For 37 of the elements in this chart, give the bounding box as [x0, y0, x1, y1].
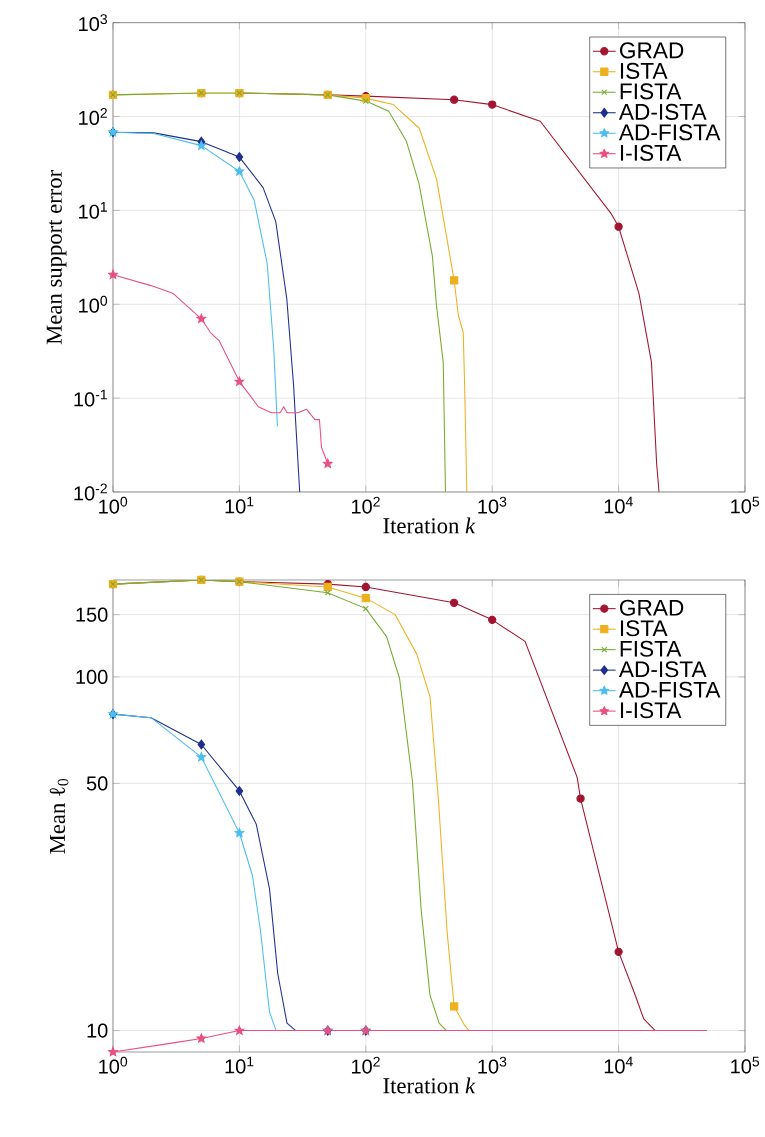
x-tick-label: 10$^{2}$ [352, 1056, 380, 1074]
x-tick-label: 10$^{5}$ [731, 496, 760, 514]
legend-label: GRAD [620, 599, 684, 616]
legend-label: AD-ISTA [619, 661, 707, 678]
legend-label: FISTA [620, 83, 682, 100]
y-axis-title: Mean ℓ$_{0}$ [49, 778, 69, 854]
x-tick-label: 10$^{4}$ [604, 496, 633, 514]
legend-label: I-ISTA [621, 702, 682, 719]
x-tick-label: 10$^{2}$ [352, 496, 380, 514]
legend-label: I-ISTA [621, 144, 682, 161]
legend-label: ISTA [621, 620, 668, 637]
legend-label: AD-ISTA [619, 103, 707, 120]
y-tick-label: 10$^{0}$ [79, 295, 108, 313]
x-tick-label: 10$^{4}$ [604, 1056, 633, 1074]
y-tick-label: 10$^{1}$ [79, 202, 108, 219]
x-axis-title: Iteration k [383, 517, 476, 534]
x-tick-label: 10$^{0}$ [99, 496, 128, 514]
y-tick-label: 50 [86, 776, 108, 791]
legend-label: FISTA [620, 640, 682, 657]
y-axis-title: Mean support error [46, 170, 67, 345]
x-tick-label: 10$^{1}$ [225, 496, 254, 514]
y-tick-label: 150 [76, 607, 108, 622]
legend-label: GRAD [620, 42, 684, 59]
y-tick-label: 10$^{-1}$ [74, 389, 108, 407]
y-tick-label: 100 [76, 669, 108, 684]
x-axis-title: Iteration k [383, 1077, 476, 1094]
x-tick-label: 10$^{0}$ [99, 1056, 128, 1074]
x-tick-label: 10$^{5}$ [731, 1056, 760, 1074]
legend-label: ISTA [621, 62, 668, 79]
legend-label: AD-FISTA [619, 124, 721, 141]
x-tick-label: 10$^{3}$ [478, 1056, 507, 1074]
y-tick-label: 10$^{2}$ [79, 108, 108, 125]
x-tick-label: 10$^{3}$ [478, 496, 507, 514]
legend-label: AD-FISTA [619, 681, 721, 698]
y-tick-label: 10 [87, 1023, 108, 1038]
y-tick-label: 10$^{3}$ [79, 14, 108, 32]
x-tick-label: 10$^{1}$ [225, 1056, 254, 1074]
